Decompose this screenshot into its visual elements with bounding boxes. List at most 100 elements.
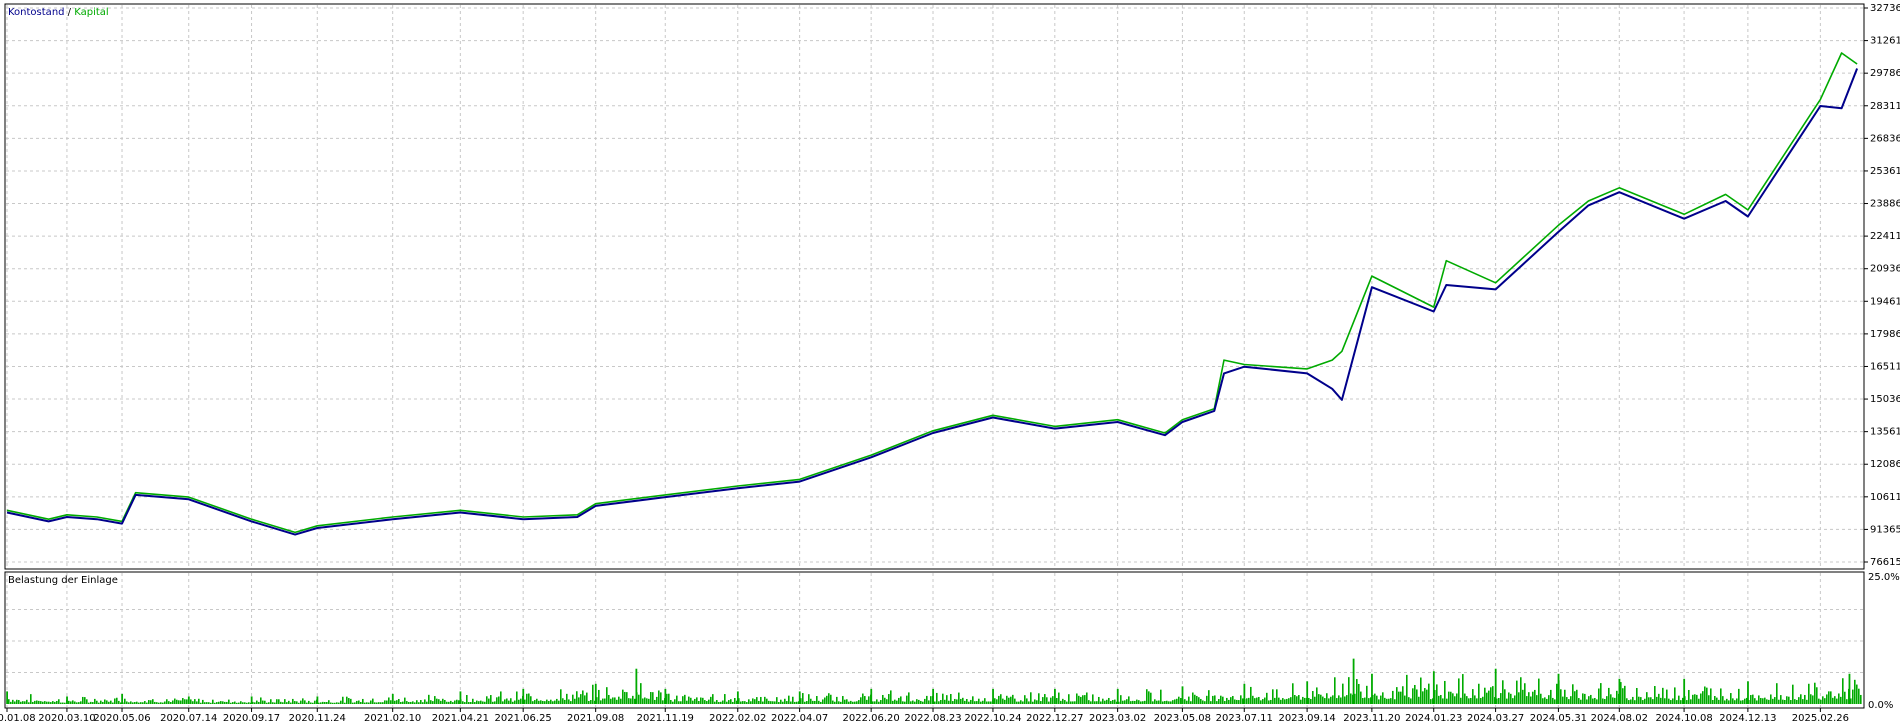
load-bar bbox=[624, 691, 626, 704]
load-bar bbox=[244, 702, 246, 704]
load-bar bbox=[1842, 678, 1844, 704]
load-bar bbox=[746, 702, 748, 704]
load-bar bbox=[1578, 698, 1580, 704]
load-bar bbox=[1528, 692, 1530, 704]
load-bar bbox=[464, 702, 466, 704]
load-bar bbox=[276, 699, 278, 704]
load-bar bbox=[222, 701, 224, 704]
load-bar bbox=[1314, 696, 1316, 704]
load-bar bbox=[1228, 699, 1230, 704]
load-bar bbox=[874, 701, 876, 704]
load-bar bbox=[1516, 680, 1518, 704]
load-bar bbox=[172, 700, 174, 704]
load-peak-bar bbox=[66, 696, 68, 704]
load-bar bbox=[526, 693, 528, 704]
load-peak-bar bbox=[522, 688, 525, 704]
load-bar bbox=[754, 699, 756, 704]
load-bar bbox=[1784, 699, 1786, 704]
load-bar bbox=[784, 698, 786, 704]
load-bar bbox=[1588, 696, 1590, 704]
load-bar bbox=[1488, 690, 1490, 704]
load-bar bbox=[816, 696, 818, 704]
load-bar bbox=[88, 702, 90, 704]
load-bar bbox=[672, 701, 674, 704]
load-bar bbox=[638, 694, 640, 704]
load-bar bbox=[1342, 683, 1344, 704]
x-tick-label: 2022.08.23 bbox=[904, 713, 961, 723]
load-bar bbox=[634, 698, 636, 704]
load-bar bbox=[1094, 701, 1096, 704]
load-bar bbox=[1124, 700, 1126, 704]
load-bar bbox=[714, 701, 716, 704]
load-bar bbox=[206, 702, 208, 704]
load-bar bbox=[260, 697, 262, 704]
load-bar bbox=[1032, 701, 1034, 704]
load-bar bbox=[38, 700, 40, 704]
load-bar bbox=[404, 697, 406, 704]
load-bar bbox=[762, 701, 764, 704]
load-bar bbox=[1002, 698, 1004, 704]
load-bar bbox=[708, 699, 710, 704]
load-bar bbox=[1140, 701, 1142, 704]
x-tick-label: 2025.02.26 bbox=[1792, 713, 1849, 723]
load-bar bbox=[1234, 699, 1236, 704]
load-bar bbox=[1426, 689, 1428, 704]
load-bar bbox=[602, 698, 604, 704]
load-bar bbox=[1682, 697, 1684, 704]
load-bar bbox=[520, 698, 522, 704]
load-bar bbox=[984, 698, 986, 704]
load-bar bbox=[500, 691, 502, 704]
load-bar bbox=[328, 700, 330, 704]
load-bar bbox=[1160, 689, 1162, 704]
legend-equity: Kapital bbox=[74, 7, 108, 18]
x-tick-label: 2021.04.21 bbox=[432, 713, 489, 723]
load-bar bbox=[1398, 691, 1400, 704]
load-bar bbox=[528, 693, 530, 704]
load-bar bbox=[1422, 691, 1424, 704]
load-bar bbox=[630, 698, 632, 704]
y-tick-label: 224113 bbox=[1870, 231, 1900, 242]
load-bar bbox=[626, 692, 628, 704]
load-bar bbox=[488, 698, 490, 704]
load-bar bbox=[1482, 696, 1484, 704]
load-bar bbox=[1086, 692, 1088, 704]
load-bar bbox=[904, 701, 906, 704]
load-bar bbox=[1858, 688, 1860, 704]
load-bar bbox=[836, 696, 838, 704]
load-bar bbox=[1508, 692, 1510, 704]
load-bar bbox=[406, 701, 408, 704]
load-bar bbox=[378, 702, 380, 704]
load-bar bbox=[922, 701, 924, 704]
load-bar bbox=[716, 700, 718, 704]
load-bar bbox=[592, 684, 594, 704]
load-bar bbox=[1330, 696, 1332, 704]
load-bar bbox=[1406, 674, 1408, 704]
load-bar bbox=[820, 701, 822, 704]
x-tick-label: 2023.11.20 bbox=[1343, 713, 1400, 723]
load-bar bbox=[542, 700, 544, 704]
load-bar bbox=[24, 701, 26, 704]
load-bar bbox=[1596, 699, 1598, 704]
load-bar bbox=[1772, 698, 1774, 704]
load-bar bbox=[264, 700, 266, 704]
load-bar bbox=[694, 698, 696, 704]
load-bar bbox=[982, 700, 984, 704]
load-bar bbox=[490, 695, 492, 704]
load-bar bbox=[1856, 684, 1858, 704]
load-bar bbox=[1358, 683, 1360, 704]
load-bar bbox=[1384, 697, 1386, 704]
load-bar bbox=[1018, 701, 1020, 704]
load-peak-bar bbox=[1494, 668, 1497, 704]
load-bar bbox=[1076, 693, 1078, 704]
load-bar bbox=[1328, 698, 1330, 704]
load-peak-bar bbox=[594, 683, 597, 704]
load-bar bbox=[552, 701, 554, 704]
load-bar bbox=[690, 697, 692, 704]
load-bar bbox=[594, 700, 596, 704]
load-peak-bar bbox=[870, 688, 873, 704]
load-bar bbox=[908, 692, 910, 704]
load-bar bbox=[1586, 699, 1588, 704]
load-peak-bar bbox=[1747, 681, 1749, 704]
load-bar bbox=[310, 702, 312, 704]
load-bar bbox=[30, 694, 32, 704]
